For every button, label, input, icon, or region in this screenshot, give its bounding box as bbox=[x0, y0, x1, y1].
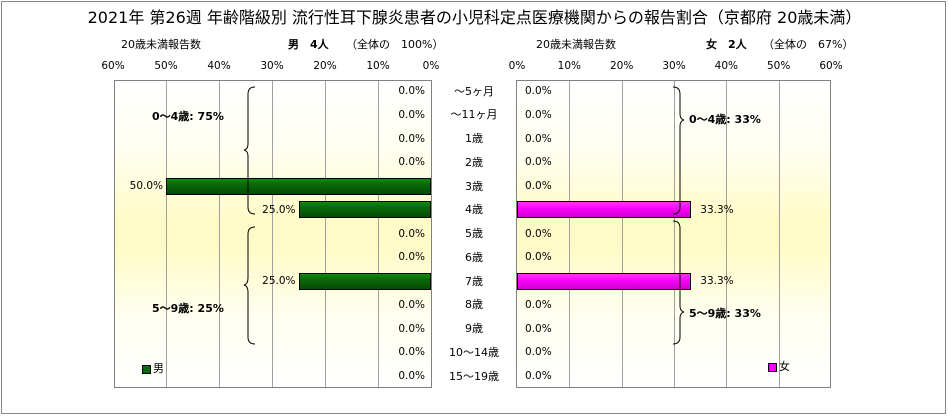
female-x-tick: 10% bbox=[557, 60, 581, 72]
female-group-1-brace bbox=[672, 220, 685, 345]
male-legend-swatch bbox=[142, 364, 151, 374]
male-gridline bbox=[272, 81, 273, 387]
female-x-tick: 40% bbox=[714, 60, 738, 72]
female-share: （全体の 67%） bbox=[763, 38, 854, 51]
male-data-label: 0.0% bbox=[398, 322, 425, 335]
female-data-label: 0.0% bbox=[525, 251, 552, 264]
male-legend-label: 男 bbox=[153, 362, 164, 375]
male-x-tick: 20% bbox=[313, 60, 337, 72]
male-data-label: 0.0% bbox=[398, 132, 425, 145]
male-count: 男 4人 bbox=[288, 38, 329, 51]
female-x-tick: 20% bbox=[609, 60, 634, 72]
age-category-label: 3歳 bbox=[465, 179, 483, 193]
male-x-tick: 0% bbox=[422, 60, 440, 72]
male-data-label: 0.0% bbox=[398, 108, 425, 121]
female-x-tick: 0% bbox=[508, 60, 526, 72]
female-data-label: 0.0% bbox=[525, 180, 552, 192]
age-category-label: ～11ヶ月 bbox=[450, 108, 498, 122]
male-x-tick: 50% bbox=[154, 60, 178, 72]
age-category-label: ～5ヶ月 bbox=[454, 84, 494, 98]
female-data-label: 0.0% bbox=[525, 156, 552, 169]
female-legend: 女 bbox=[768, 361, 790, 373]
female-legend-label: 女 bbox=[779, 360, 790, 373]
male-bar bbox=[166, 177, 431, 195]
female-data-label: 0.0% bbox=[525, 346, 552, 359]
male-x-tick: 30% bbox=[260, 60, 284, 72]
age-category-label: 8歳 bbox=[465, 298, 483, 312]
female-gridline bbox=[569, 81, 570, 387]
male-group-0-brace bbox=[243, 86, 256, 215]
male-group-1-brace bbox=[243, 226, 256, 345]
age-category-label: 5歳 bbox=[465, 227, 483, 240]
male-plot-area bbox=[114, 80, 432, 388]
male-data-label: 0.0% bbox=[398, 227, 425, 240]
age-category-label: 4歳 bbox=[465, 203, 483, 217]
female-data-label: 33.3% bbox=[700, 275, 734, 287]
female-gridline bbox=[779, 81, 780, 387]
female-data-label: 0.0% bbox=[525, 298, 552, 311]
age-category-label: 2歳 bbox=[465, 155, 483, 169]
female-gridline bbox=[726, 81, 727, 387]
female-count: 女 2人 bbox=[706, 38, 747, 51]
female-data-label: 0.0% bbox=[525, 227, 552, 240]
male-gridline bbox=[166, 81, 167, 387]
male-x-tick: 60% bbox=[101, 60, 125, 72]
female-bar bbox=[517, 272, 692, 290]
female-data-label: 0.0% bbox=[525, 132, 552, 145]
male-data-label: 0.0% bbox=[398, 298, 425, 311]
male-x-tick: 40% bbox=[207, 60, 231, 72]
age-category-label: 7歳 bbox=[465, 274, 483, 288]
male-count-caption: 20歳未満報告数 bbox=[121, 38, 201, 51]
female-group-0-label: 0～4歳: 33% bbox=[689, 113, 761, 126]
female-group-0-brace bbox=[672, 86, 685, 215]
female-x-tick: 60% bbox=[819, 60, 843, 72]
male-data-label: 0.0% bbox=[398, 251, 425, 264]
female-data-label: 0.0% bbox=[525, 322, 552, 335]
female-x-tick: 50% bbox=[766, 60, 791, 72]
female-data-label: 0.0% bbox=[525, 108, 552, 121]
male-group-0-label: 0～4歳: 75% bbox=[152, 110, 224, 123]
male-share: （全体の 100%） bbox=[346, 38, 444, 51]
age-category-label: 15～19歳 bbox=[449, 369, 499, 383]
chart-title: 2021年 第26週 年齢階級別 流行性耳下腺炎患者の小児科定点医療機関からの報… bbox=[87, 8, 862, 27]
male-x-tick: 10% bbox=[366, 60, 390, 72]
male-data-label: 25.0% bbox=[262, 275, 296, 287]
female-bar bbox=[517, 201, 692, 219]
age-category-label: 9歳 bbox=[465, 322, 483, 335]
female-count-caption: 20歳未満報告数 bbox=[536, 38, 616, 51]
female-group-1-label: 5～9歳: 33% bbox=[689, 307, 761, 320]
female-gridline bbox=[622, 81, 623, 387]
female-gridline bbox=[674, 81, 675, 387]
male-data-label: 25.0% bbox=[262, 203, 296, 216]
female-data-label: 0.0% bbox=[525, 85, 552, 97]
male-legend: 男 bbox=[142, 363, 164, 375]
male-data-label: 50.0% bbox=[129, 180, 163, 192]
male-bar bbox=[298, 201, 431, 219]
female-x-tick: 30% bbox=[662, 60, 686, 72]
male-bar bbox=[298, 272, 431, 290]
female-data-label: 0.0% bbox=[525, 370, 552, 382]
age-category-label: 6歳 bbox=[465, 250, 483, 264]
male-data-label: 0.0% bbox=[398, 370, 425, 382]
female-plot-area bbox=[516, 80, 831, 388]
female-data-label: 33.3% bbox=[700, 203, 734, 216]
male-gridline bbox=[378, 81, 379, 387]
male-gridline bbox=[325, 81, 326, 387]
male-group-1-label: 5～9歳: 25% bbox=[152, 302, 224, 315]
male-data-label: 0.0% bbox=[398, 346, 425, 359]
age-category-label: 1歳 bbox=[465, 132, 483, 145]
male-gridline bbox=[219, 81, 220, 387]
male-data-label: 0.0% bbox=[398, 85, 425, 97]
age-category-label: 10～14歳 bbox=[449, 345, 499, 359]
female-legend-swatch bbox=[768, 362, 777, 372]
male-data-label: 0.0% bbox=[398, 156, 425, 169]
